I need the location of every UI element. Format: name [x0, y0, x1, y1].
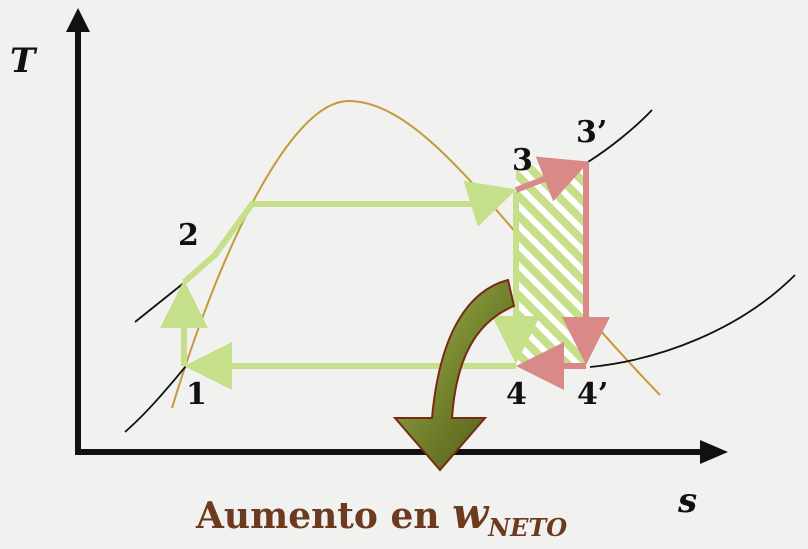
x-axis-arrow-icon: [700, 440, 728, 464]
state-point-4: 4: [506, 377, 527, 412]
y-axis-label: T: [10, 41, 38, 81]
caption-subscript: NETO: [487, 513, 567, 542]
caption-main: Aumento en: [195, 495, 452, 537]
low-pressure-isobar-ext: [589, 274, 796, 368]
curved-down-arrow-icon: [392, 278, 516, 472]
net-work-increase-area: [516, 165, 586, 365]
high-pressure-isobar: [134, 281, 186, 323]
heat-addition-process: [182, 180, 517, 285]
state-point-3: 3: [512, 143, 533, 178]
low-pressure-isobar: [124, 365, 187, 433]
caption: Aumento en wNETO: [195, 489, 567, 542]
superheat-extension: [514, 156, 610, 390]
state-point-1: 1: [186, 377, 207, 412]
state-point-2: 2: [178, 218, 199, 253]
y-axis-arrow-icon: [66, 8, 90, 32]
caption-symbol: w: [452, 489, 490, 538]
axes: [66, 8, 728, 464]
state-point-3-prime: 3’: [576, 115, 607, 150]
state-point-4-prime: 4’: [577, 377, 608, 412]
original-cycle: [160, 180, 540, 390]
superheat-process: [514, 156, 590, 202]
x-axis-label: s: [677, 481, 697, 521]
high-pressure-isobar-ext: [587, 109, 653, 163]
